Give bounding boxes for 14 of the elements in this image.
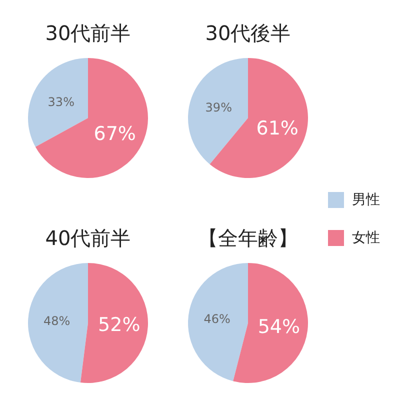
- chart-title: 【全年齢】: [198, 226, 298, 250]
- data-label: 39%: [205, 100, 232, 114]
- chart-title: 40代前半: [45, 226, 131, 250]
- legend-label: 女性: [352, 230, 380, 246]
- data-label: 54%: [258, 316, 300, 338]
- legend-label: 男性: [352, 192, 380, 208]
- data-label: 61%: [256, 118, 298, 140]
- data-label: 46%: [204, 312, 230, 326]
- chart-title: 30代後半: [205, 21, 291, 45]
- chart-title: 30代前半: [45, 21, 131, 45]
- data-label: 33%: [48, 95, 74, 110]
- data-label: 48%: [44, 314, 70, 328]
- data-label: 52%: [98, 314, 140, 336]
- data-label: 67%: [94, 122, 136, 145]
